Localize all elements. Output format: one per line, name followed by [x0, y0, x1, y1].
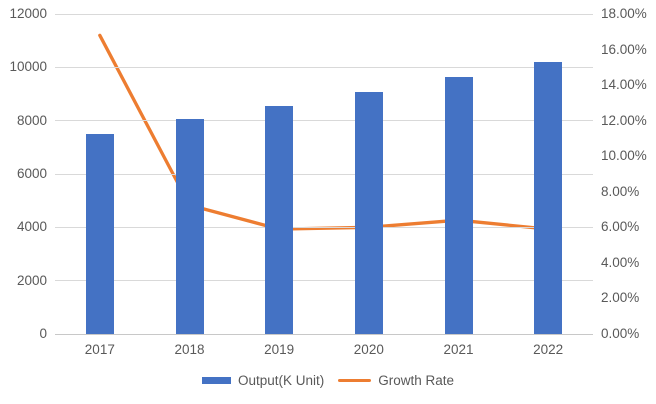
left-axis-tick-label: 2000 — [16, 272, 47, 288]
bar-2020 — [354, 91, 383, 334]
right-axis-tick-label: 12.00% — [601, 112, 647, 128]
right-axis-tick-label: 6.00% — [601, 219, 640, 235]
left-axis-tick-label: 8000 — [16, 112, 47, 128]
legend-item-growth-rate: Growth Rate — [338, 373, 454, 388]
plot-area — [55, 13, 593, 335]
right-axis-tick-label: 14.00% — [601, 77, 647, 93]
gridline — [55, 66, 593, 68]
right-axis-tick-label: 16.00% — [601, 41, 647, 57]
bar-2018 — [175, 119, 204, 334]
left-axis-tick-label: 6000 — [16, 166, 47, 181]
left-axis-tick-label: 10000 — [9, 59, 47, 75]
right-axis-tick-label: 0.00% — [601, 326, 640, 341]
bar-2022 — [534, 62, 563, 334]
x-axis-label-2021: 2021 — [443, 342, 474, 357]
gridline — [55, 120, 593, 122]
bar-2019 — [265, 105, 294, 334]
gridline — [55, 173, 593, 175]
x-axis-label-2022: 2022 — [533, 342, 564, 357]
x-axis-label-2017: 2017 — [84, 342, 115, 357]
left-axis-tick-label: 4000 — [16, 219, 47, 235]
bar-series-swatch-icon — [201, 377, 231, 384]
legend-item-output: Output(K Unit) — [201, 373, 325, 388]
line-series-swatch-icon — [338, 378, 372, 383]
x-axis-label-2020: 2020 — [353, 342, 384, 357]
gridline — [55, 226, 593, 228]
gridline — [55, 280, 593, 282]
left-axis-tick-label: 0 — [39, 326, 47, 341]
right-axis-tick-label: 4.00% — [601, 254, 640, 270]
x-axis-label-2018: 2018 — [174, 342, 205, 357]
bar-2021 — [444, 77, 473, 334]
right-axis-tick-label: 18.00% — [601, 6, 647, 21]
right-axis-tick-label: 2.00% — [601, 290, 640, 306]
right-axis-tick-label: 10.00% — [601, 148, 647, 164]
legend-label-output: Output(K Unit) — [237, 373, 325, 388]
x-axis-line — [55, 333, 593, 335]
legend-label-growth-rate: Growth Rate — [378, 373, 455, 388]
x-axis-label-2019: 2019 — [264, 342, 295, 357]
left-axis-tick-label: 12000 — [9, 6, 47, 21]
legend: Output(K Unit) Growth Rate — [0, 373, 656, 388]
growth-rate-line — [98, 33, 550, 231]
bar-2017 — [85, 134, 114, 334]
gridline — [55, 13, 593, 15]
right-axis-tick-label: 8.00% — [601, 183, 640, 199]
growth-rate-polyline — [98, 33, 550, 231]
